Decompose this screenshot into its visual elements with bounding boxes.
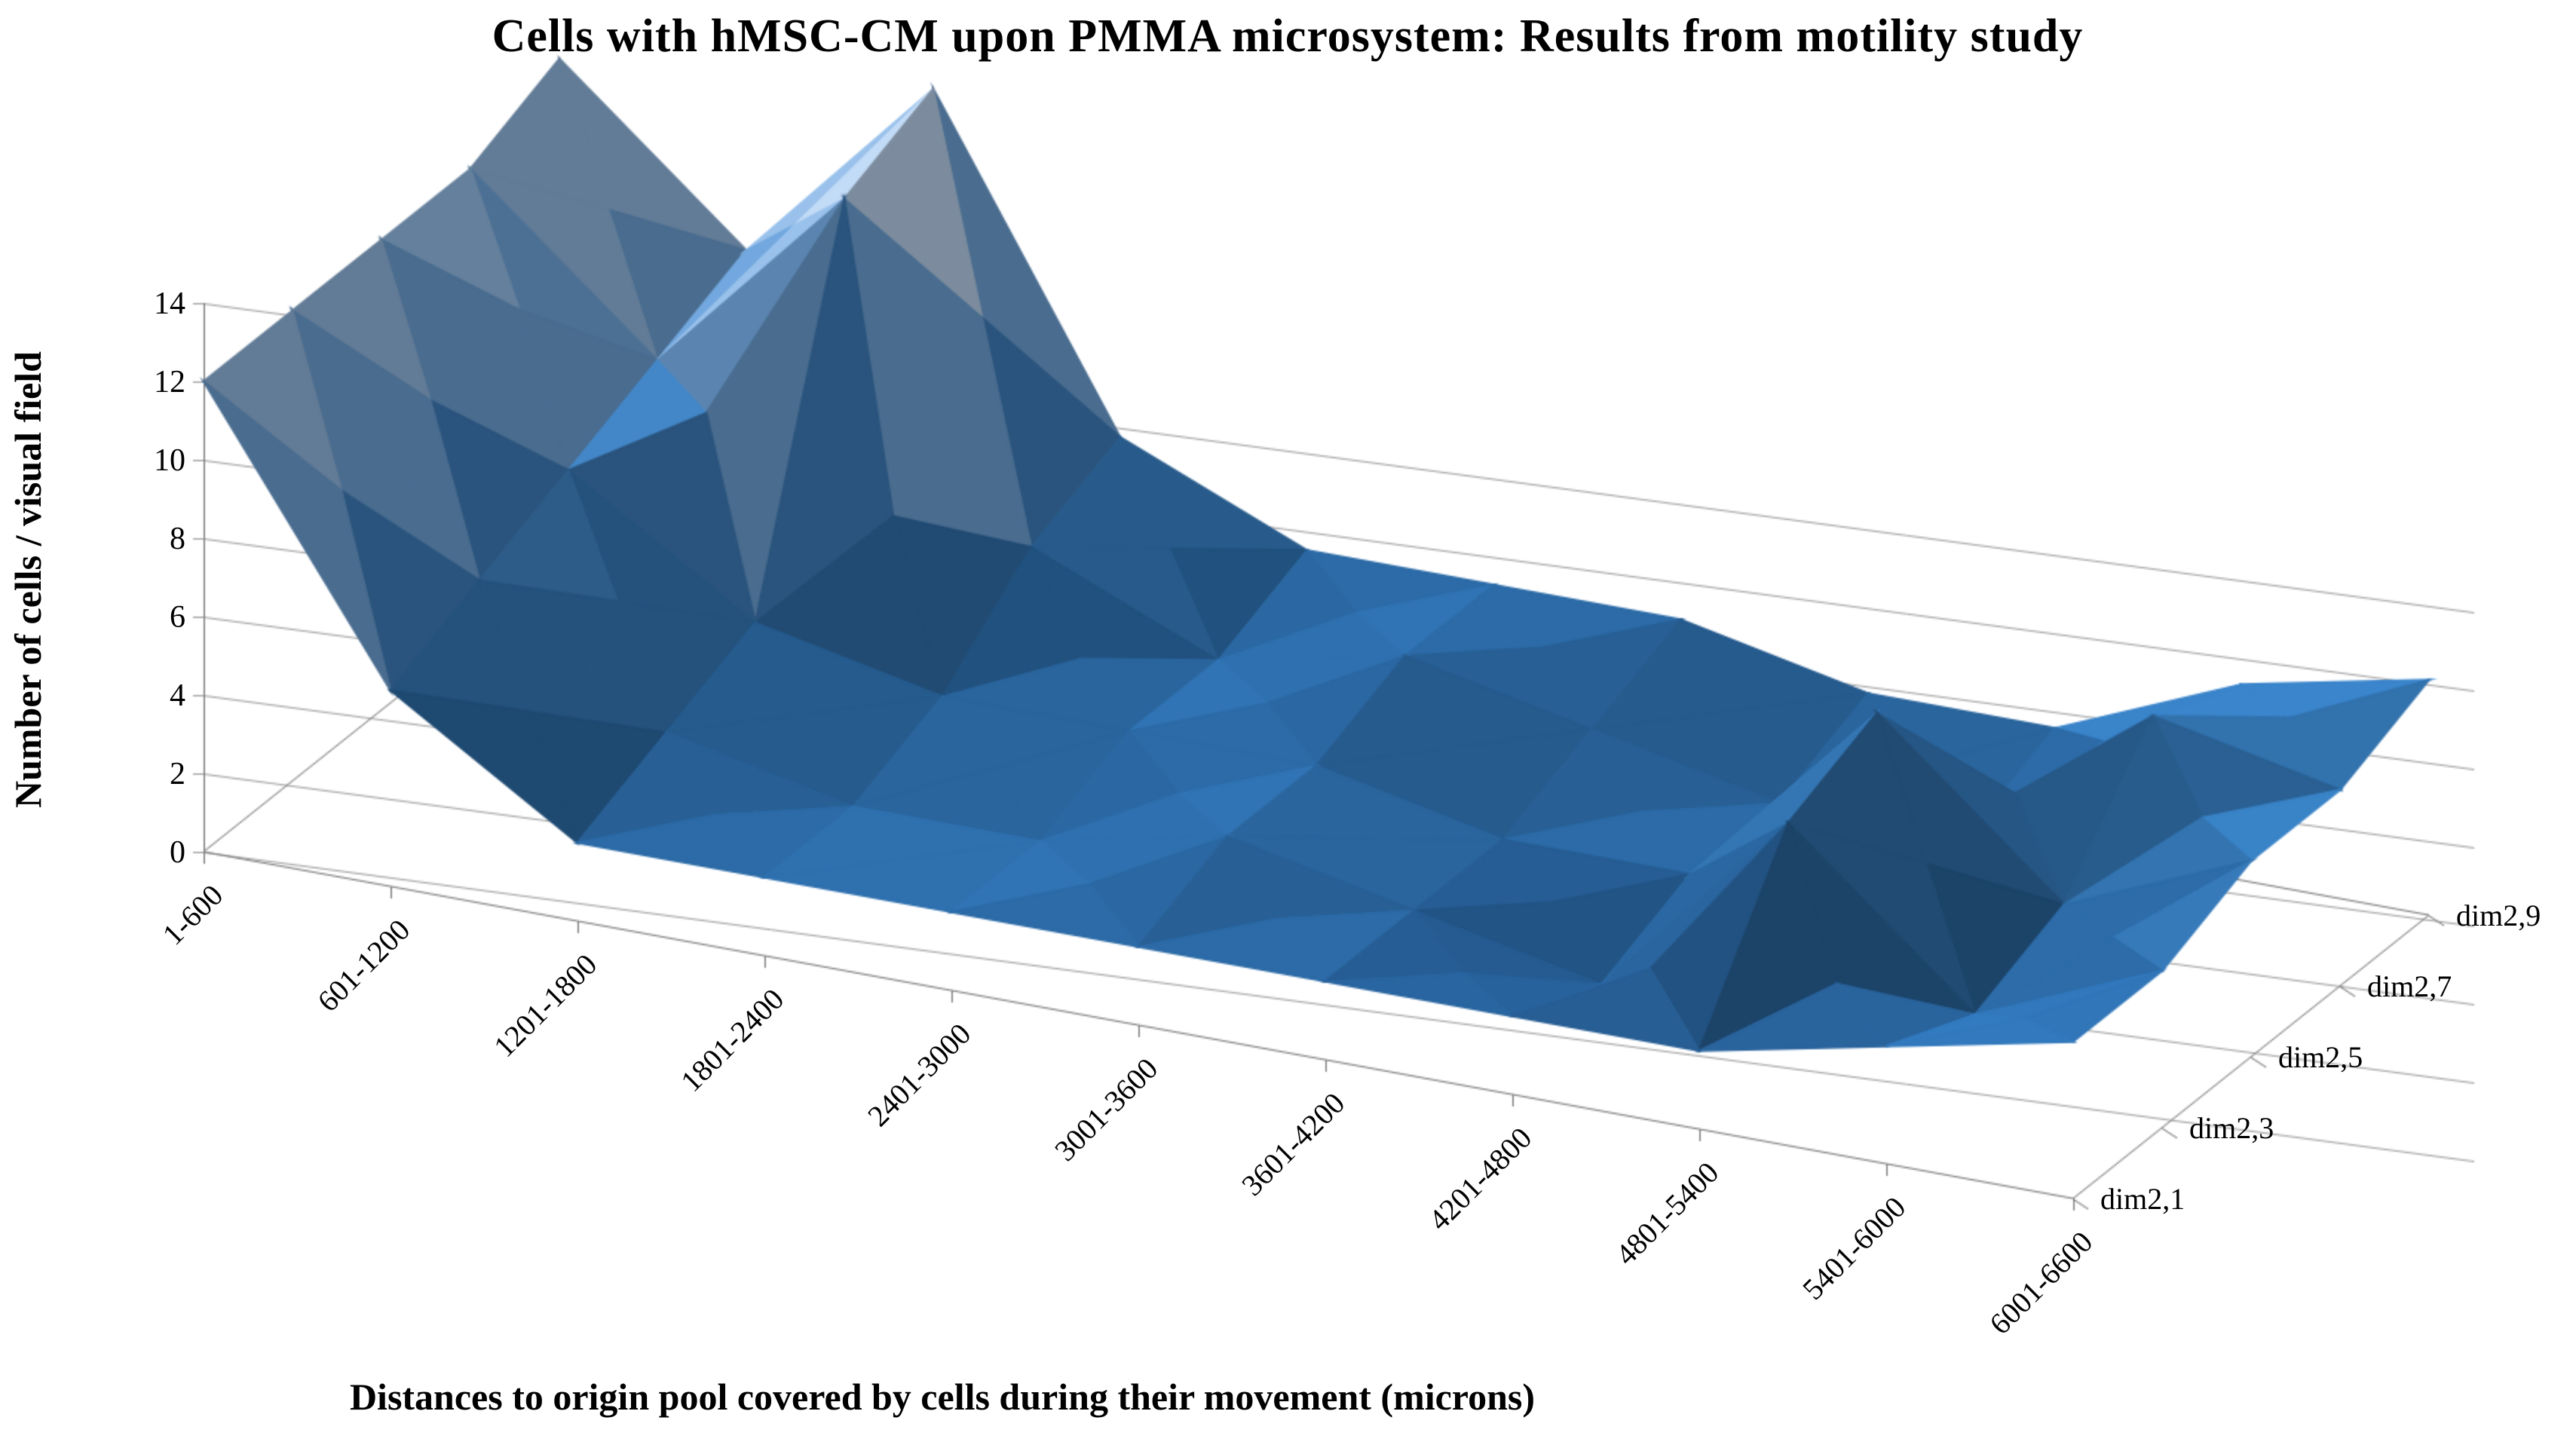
x-axis-title: Distances to origin pool covered by cell… [349, 1378, 1536, 1419]
y-axis-title-text: Number of cells / visual field [9, 351, 50, 809]
chart-title: Cells with hMSC-CM upon PMMA microsystem… [492, 9, 2084, 62]
y-axis-title: Number of cells / visual field [3, 279, 57, 882]
